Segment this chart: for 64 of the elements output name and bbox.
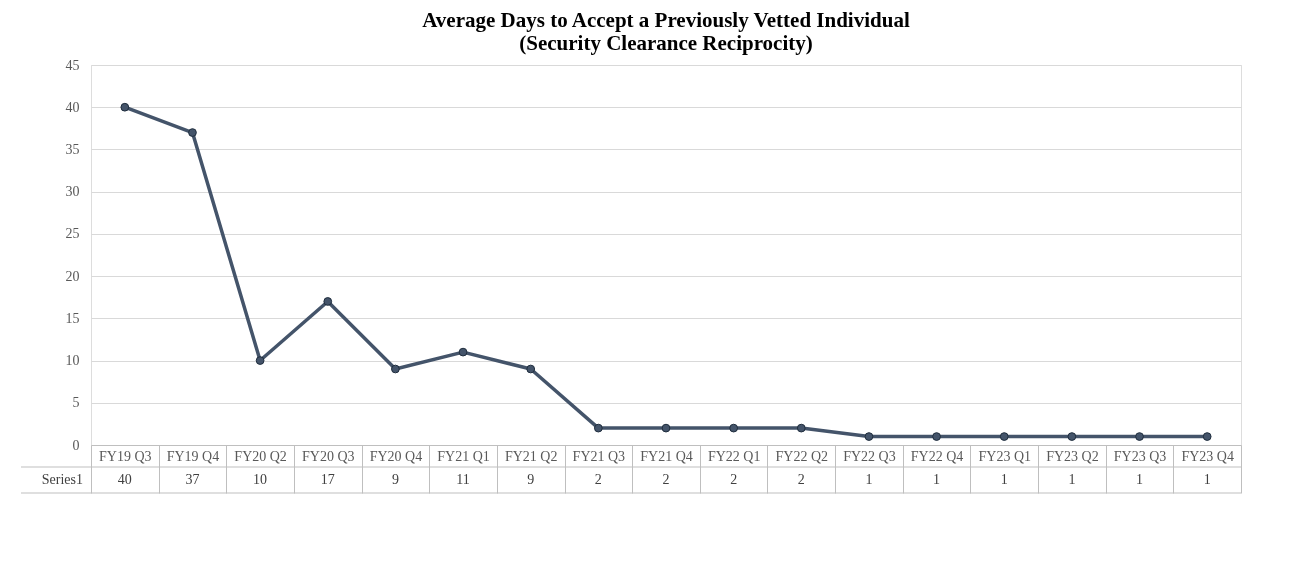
y-tick-label: 5: [72, 395, 80, 411]
y-tick-label: 40: [65, 99, 80, 115]
y-tick-label: 35: [65, 141, 80, 157]
x-tick-label: FY21 Q1: [437, 448, 490, 464]
x-tick-label: FY19 Q4: [166, 448, 220, 464]
data-label: 37: [185, 472, 200, 487]
y-tick-label: 30: [65, 184, 80, 200]
point: [661, 423, 671, 433]
point: [999, 432, 1009, 441]
data-label: 1: [1136, 472, 1144, 487]
y-tick-label: 20: [65, 268, 80, 284]
x-tick-label: FY21 Q2: [504, 448, 558, 464]
point: [323, 297, 333, 306]
y-tick-label: 45: [65, 57, 80, 73]
data-label: 17: [320, 472, 335, 487]
y-tick-label: 25: [65, 226, 80, 242]
point: [729, 423, 739, 433]
data-label: 2: [797, 472, 805, 487]
data-label: 11: [456, 472, 470, 487]
y-tick-label: 10: [65, 353, 80, 369]
data-label: 1: [1068, 472, 1076, 487]
data-label: 2: [730, 472, 738, 487]
x-tick-label: FY21 Q4: [640, 448, 693, 464]
data-label: 9: [527, 472, 535, 487]
x-tick-label: FY23 Q1: [978, 448, 1031, 464]
x-tick-label: FY23 Q4: [1181, 448, 1234, 464]
x-tick-label: FY22 Q3: [843, 448, 896, 464]
point: [255, 356, 265, 365]
point: [458, 347, 468, 357]
y-tick-label: 0: [72, 437, 80, 453]
point: [120, 102, 130, 112]
x-tick-label: FY22 Q1: [707, 448, 761, 464]
x-tick-label: FY19 Q3: [99, 448, 152, 464]
x-tick-label: FY22 Q4: [910, 448, 964, 464]
point: [1202, 432, 1212, 441]
point: [188, 128, 197, 137]
y-tick-label: 15: [65, 310, 80, 326]
data-label: 40: [117, 472, 132, 487]
data-label: 1: [1000, 472, 1008, 487]
x-tick-label: FY20 Q3: [302, 448, 355, 464]
data-label: 2: [594, 472, 602, 487]
x-tick-label: FY23 Q2: [1046, 448, 1099, 464]
text: Series1: [41, 472, 83, 487]
x-tick-label: FY22 Q2: [775, 448, 829, 464]
data-label: 1: [1203, 472, 1211, 487]
point: [391, 364, 400, 374]
point: [932, 432, 941, 441]
x-tick-label: FY23 Q3: [1113, 448, 1167, 464]
point: [1135, 432, 1144, 441]
text: (Security Clearance Reciprocity): [519, 31, 813, 55]
point: [593, 423, 603, 433]
data-label: 1: [933, 472, 941, 487]
point: [1067, 432, 1077, 441]
data-label: 1: [865, 472, 873, 487]
data-label: 2: [662, 472, 670, 487]
x-tick-label: FY20 Q2: [234, 448, 287, 464]
text: Average Days to Accept a Previously Vetted Individual: [422, 8, 910, 32]
x-tick-label: FY21 Q3: [572, 448, 626, 464]
point: [796, 423, 806, 433]
data-label: 10: [253, 472, 268, 487]
data-label: 9: [391, 472, 399, 487]
point: [526, 364, 536, 374]
point: [864, 432, 874, 441]
x-tick-label: FY20 Q4: [369, 448, 423, 464]
